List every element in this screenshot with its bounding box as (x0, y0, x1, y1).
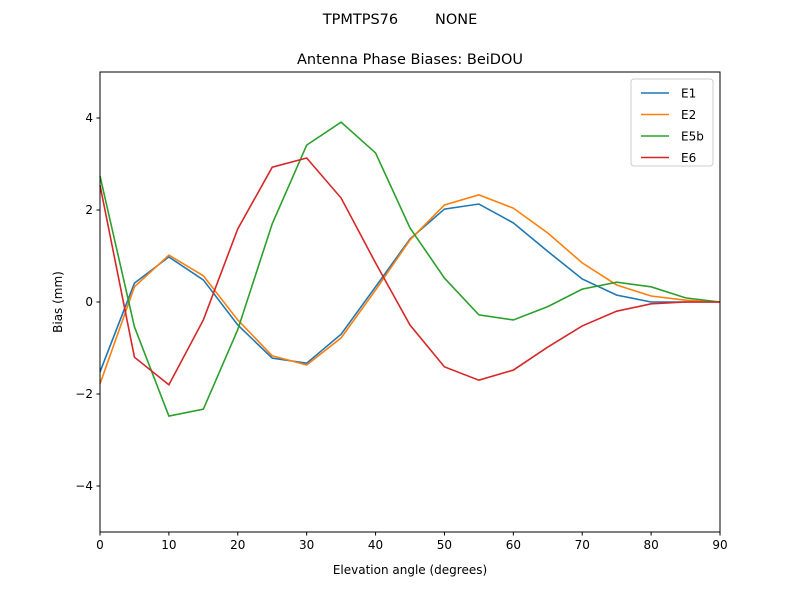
axes-frame (99, 71, 721, 533)
x-tick-label: 50 (437, 538, 452, 552)
x-tick-label: 60 (506, 538, 521, 552)
y-tick-label: −2 (75, 387, 93, 401)
x-tick-label: 90 (712, 538, 727, 552)
legend-box (630, 78, 714, 167)
x-tick-label: 30 (299, 538, 314, 552)
legend-label: E2 (681, 108, 696, 122)
legend: E1 E2 E5b E6 (630, 78, 714, 167)
y-tick-label: −4 (75, 479, 93, 493)
y-tick-label: 2 (85, 203, 93, 217)
series-line-e5b (99, 121, 721, 417)
chart-title: Antenna Phase Biases: BeiDOU (297, 52, 523, 68)
y-axis-label: Bias (mm) (51, 271, 65, 333)
x-tick-label: 70 (575, 538, 590, 552)
legend-label: E6 (681, 151, 696, 165)
x-tick-label: 40 (368, 538, 383, 552)
y-tick-label: 0 (85, 295, 93, 309)
series-line-e6 (99, 157, 720, 387)
series-line-e2 (99, 193, 721, 385)
x-tick-label: 0 (96, 538, 104, 552)
y-tick-label: 4 (85, 111, 93, 125)
figure-title: TPMTPS76 NONE (322, 12, 478, 28)
x-axis-label: Elevation angle (degrees) (333, 563, 487, 577)
legend-label: E5b (681, 130, 704, 144)
legend-label: E1 (681, 87, 696, 101)
x-tick-label: 20 (230, 538, 245, 552)
x-tick-label: 80 (643, 538, 658, 552)
x-tick-label: 10 (161, 538, 176, 552)
